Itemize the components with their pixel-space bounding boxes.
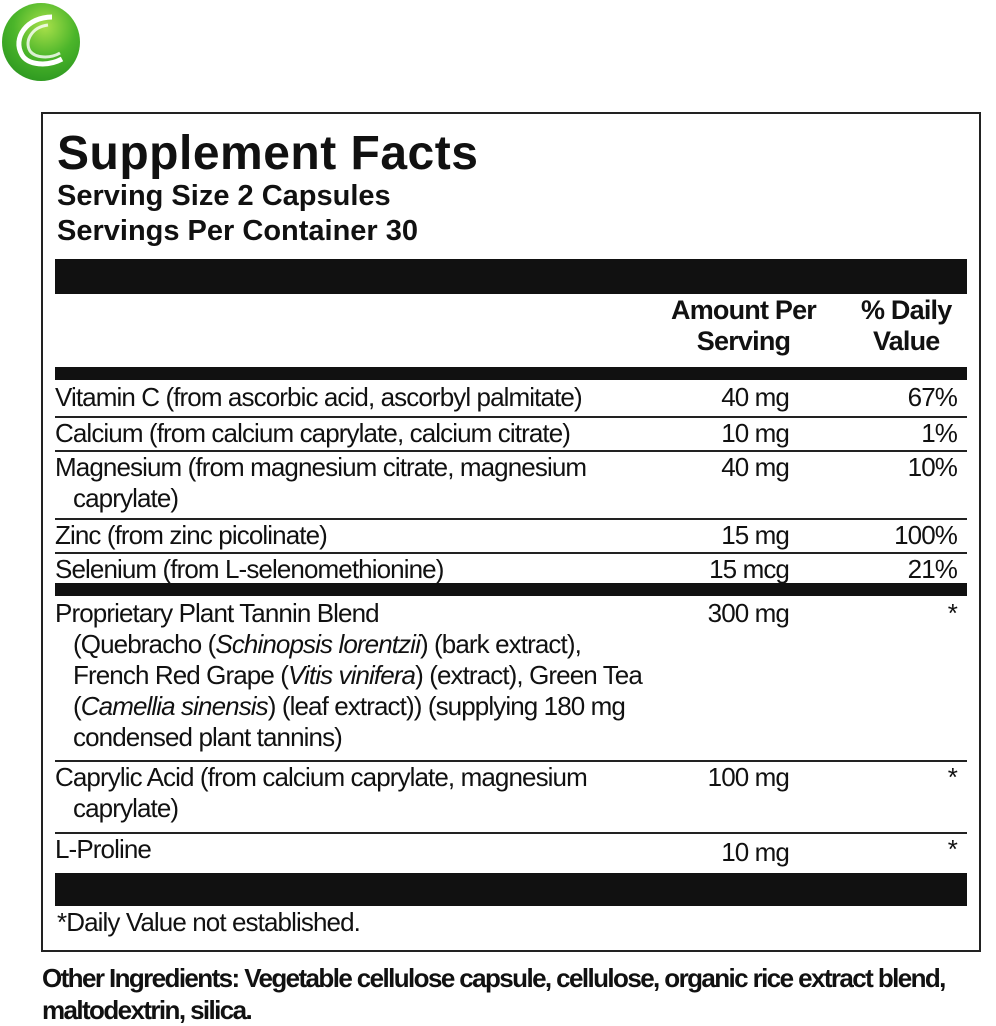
logo-swoosh-icon bbox=[16, 14, 64, 67]
nutrient-row: Zinc (from zinc picolinate) 15 mg 100% bbox=[55, 520, 967, 554]
panel-title: Supplement Facts bbox=[57, 127, 479, 180]
nutrient-row: Vitamin C (from ascorbic acid, ascorbyl … bbox=[55, 382, 967, 418]
footnote: *Daily Value not established. bbox=[57, 907, 361, 937]
nutrient-row: Calcium (from calcium caprylate, calcium… bbox=[55, 418, 967, 452]
nutrient-row: Proprietary Plant Tannin Blend (Quebrach… bbox=[55, 598, 967, 762]
nutrient-row: Caprylic Acid (from calcium caprylate, m… bbox=[55, 762, 967, 834]
brand-logo bbox=[2, 3, 80, 81]
other-ingredients: Other Ingredients: Vegetable cellulose c… bbox=[42, 963, 946, 1025]
serving-size: Serving Size 2 Capsules bbox=[57, 180, 391, 212]
nutrient-row: L-Proline 10 mg * bbox=[55, 834, 958, 867]
divider-bar bbox=[55, 873, 967, 906]
divider-bar bbox=[55, 367, 967, 380]
divider-bar bbox=[55, 259, 967, 294]
servings-per-container: Servings Per Container 30 bbox=[57, 215, 419, 247]
supplement-facts-panel: Supplement Facts Serving Size 2 Capsules… bbox=[41, 112, 981, 952]
nutrient-row: Selenium (from L-selenomethionine) 15 mcg… bbox=[55, 554, 958, 584]
divider-bar bbox=[55, 583, 967, 596]
nutrient-row: Magnesium (from magnesium citrate, magne… bbox=[55, 452, 967, 520]
blend-detail: (Quebracho (Schinopsis lorentzii) (bark … bbox=[73, 629, 643, 752]
amount-header: Amount Per Serving bbox=[671, 295, 817, 356]
dv-header: % Daily Value bbox=[861, 295, 952, 356]
